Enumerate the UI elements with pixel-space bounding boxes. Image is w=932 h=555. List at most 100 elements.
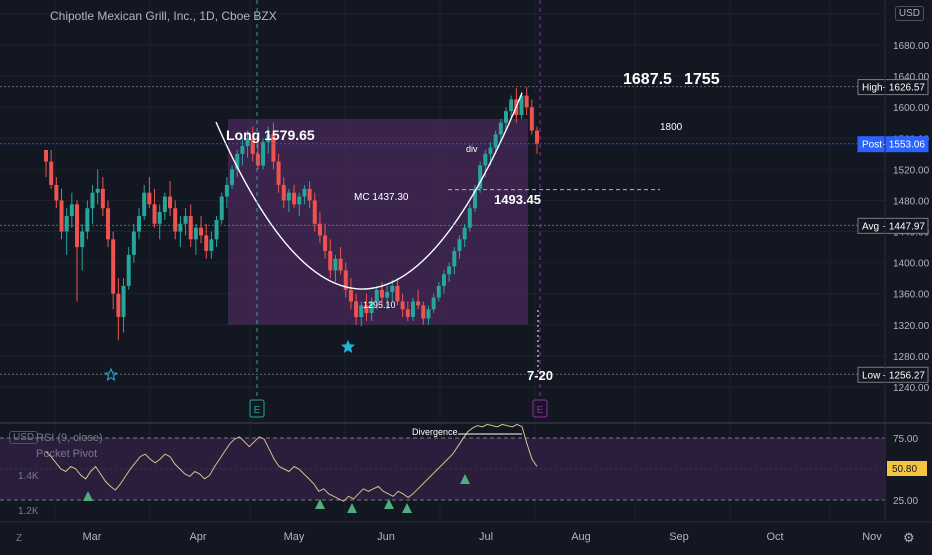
candle-body bbox=[472, 188, 477, 209]
candle-body bbox=[529, 107, 534, 131]
star-icon bbox=[341, 339, 355, 353]
candle-body bbox=[379, 289, 384, 298]
target-label-1800: 1800 bbox=[660, 122, 683, 133]
candle-body bbox=[359, 305, 364, 317]
candle-body bbox=[162, 196, 167, 213]
candle-body bbox=[219, 196, 224, 220]
candle-body bbox=[116, 293, 121, 317]
earnings-marker-label: E bbox=[254, 405, 261, 416]
candle-body bbox=[436, 285, 441, 298]
candle-body bbox=[493, 134, 498, 148]
rsi-value-tag bbox=[887, 461, 927, 477]
x-tick-label: Apr bbox=[189, 531, 206, 543]
candle-body bbox=[390, 285, 395, 293]
candle-body bbox=[535, 130, 539, 144]
candle-body bbox=[400, 301, 405, 310]
candle-body bbox=[168, 196, 173, 209]
candle-body bbox=[457, 239, 462, 251]
earnings-marker[interactable] bbox=[249, 399, 265, 418]
candle-body bbox=[131, 231, 136, 255]
x-tick-label: Mar bbox=[83, 531, 102, 543]
candle-body bbox=[111, 239, 116, 294]
candle-body bbox=[44, 149, 48, 162]
rsi-legend[interactable]: RSI (9, close) bbox=[36, 432, 103, 444]
pocket-pivot-icon bbox=[384, 499, 394, 509]
candle-body bbox=[178, 223, 183, 232]
y-tick-label: 1320.00 bbox=[893, 321, 930, 332]
candle-body bbox=[59, 200, 64, 232]
candle-body bbox=[266, 134, 271, 143]
target-label-1687: 1687.5 bbox=[623, 71, 672, 88]
x-tick-label: Nov bbox=[862, 531, 882, 543]
candle-body bbox=[416, 301, 421, 306]
y-tick-label: 1600.00 bbox=[893, 103, 930, 114]
candle-body bbox=[230, 169, 235, 185]
candle-body bbox=[100, 188, 105, 209]
candle-body bbox=[374, 289, 379, 302]
candle-body bbox=[452, 250, 457, 267]
candle-body bbox=[431, 297, 436, 310]
zoom-reset-button[interactable]: Z bbox=[16, 533, 23, 544]
price-tag-value: - 1256.27 bbox=[883, 370, 926, 381]
candle-body bbox=[328, 250, 333, 271]
candle-body bbox=[204, 235, 209, 251]
price-tag-value: - 1447.97 bbox=[883, 221, 926, 232]
earnings-marker[interactable] bbox=[532, 399, 548, 418]
pocket-pivot-legend[interactable]: Pocket Pivot bbox=[36, 448, 98, 460]
rsi-tick-label: 25.00 bbox=[893, 496, 918, 507]
cup-curve bbox=[215, 92, 523, 290]
candle-body bbox=[271, 134, 276, 162]
candle-body bbox=[385, 292, 390, 298]
pocket-pivot-icon bbox=[460, 474, 470, 484]
candle-body bbox=[509, 99, 514, 112]
x-tick-label: Jul bbox=[479, 531, 493, 543]
indicator-currency-button[interactable]: USD bbox=[9, 431, 39, 444]
candle-body bbox=[364, 305, 369, 314]
x-tick-label: Sep bbox=[669, 531, 689, 543]
candle-body bbox=[467, 208, 472, 228]
candle-body bbox=[524, 95, 529, 108]
x-tick-label: Aug bbox=[571, 531, 591, 543]
star-outline-icon bbox=[104, 367, 118, 381]
candle-body bbox=[188, 216, 193, 240]
y-tick-label: 1640.00 bbox=[893, 72, 930, 83]
candle-body bbox=[292, 192, 297, 205]
y-tick-label: 1680.00 bbox=[893, 41, 930, 52]
candle-body bbox=[90, 192, 95, 209]
candle-body bbox=[157, 212, 162, 224]
y-tick-label: 1360.00 bbox=[893, 290, 930, 301]
currency-button[interactable]: USD bbox=[894, 6, 924, 21]
candle-body bbox=[483, 153, 488, 166]
candle-body bbox=[323, 235, 328, 251]
candle-body bbox=[354, 301, 359, 317]
price-tag-label: Low bbox=[862, 370, 881, 381]
candle-body bbox=[441, 274, 446, 286]
price-tag-low bbox=[857, 366, 929, 383]
price-tag-label: Post bbox=[862, 140, 882, 151]
candle-body bbox=[348, 289, 353, 302]
divergence-label: Divergence bbox=[412, 427, 458, 437]
y-tick-label: 1240.00 bbox=[893, 383, 930, 394]
candle-body bbox=[173, 208, 178, 232]
x-tick-label: Oct bbox=[766, 531, 783, 543]
price-tag-high bbox=[857, 79, 929, 96]
price-tag-label: High bbox=[862, 83, 883, 94]
candle-body bbox=[286, 192, 291, 201]
candle-body bbox=[49, 161, 54, 185]
price-tag-post bbox=[857, 136, 929, 153]
rsi-tick-label: 75.00 bbox=[893, 434, 918, 445]
candle-body bbox=[199, 227, 204, 236]
gear-icon[interactable]: ⚙ bbox=[903, 530, 915, 545]
div-label: div bbox=[466, 144, 478, 154]
price-tag-value: - 1553.06 bbox=[883, 140, 926, 151]
pocket-pivot-icon bbox=[315, 499, 325, 509]
candle-body bbox=[152, 204, 157, 224]
pocket-pivot-icon bbox=[402, 503, 412, 513]
candle-body bbox=[142, 192, 147, 216]
candle-body bbox=[312, 200, 317, 224]
candle-body bbox=[95, 188, 100, 193]
candle-body bbox=[338, 258, 343, 271]
long-entry-label: Long 1579.65 bbox=[226, 127, 315, 143]
y-tick-label: 1480.00 bbox=[893, 196, 930, 207]
